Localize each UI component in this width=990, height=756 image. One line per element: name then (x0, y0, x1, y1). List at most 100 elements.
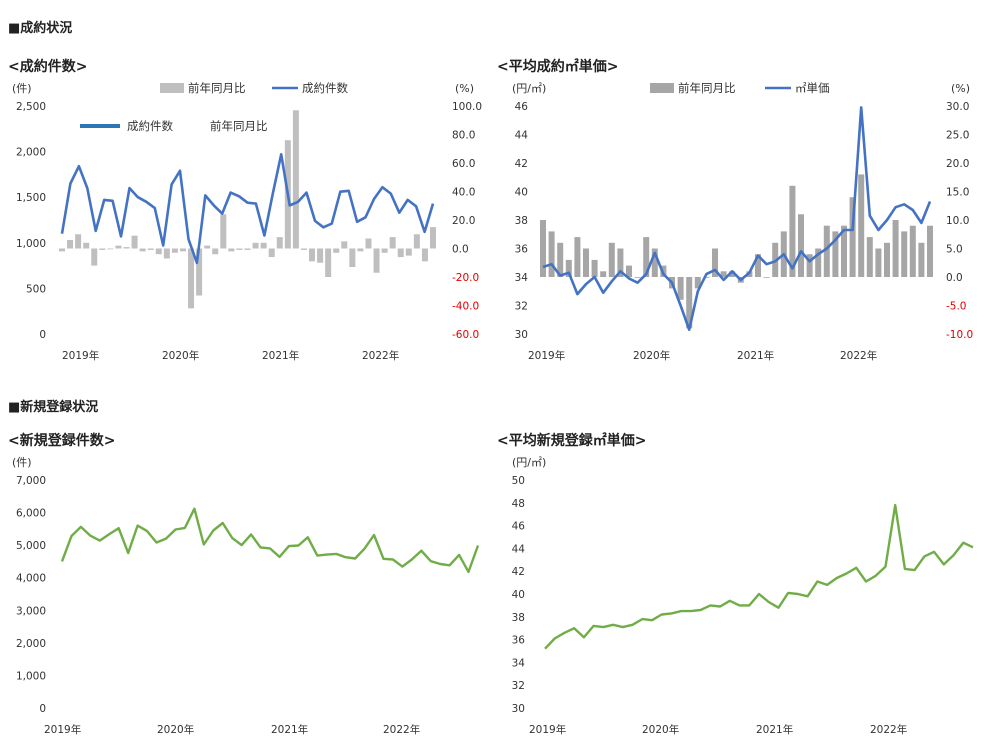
yoy-bar (349, 248, 356, 268)
yoy-bar (798, 214, 804, 277)
yoy-bar (59, 248, 65, 252)
y-tick-label-right: 0.0 (452, 244, 469, 256)
yoy-bar (626, 265, 632, 277)
yoy-bar (115, 245, 122, 249)
y-tick-label-right: 30.0 (946, 101, 969, 113)
y-tick-label-left: 0 (39, 703, 46, 715)
yoy-bar (220, 214, 227, 249)
yoy-bar (147, 248, 154, 250)
x-tick-label: 2021年 (262, 349, 299, 362)
y-tick-label-left: 4,000 (16, 573, 46, 585)
y-axis-unit-right: (%) (455, 82, 474, 95)
yoy-bar (430, 227, 436, 249)
yoy-bar (806, 254, 813, 277)
yoy-bar (155, 248, 162, 255)
yoy-bar (918, 242, 925, 277)
x-tick-label: 2019年 (529, 723, 566, 736)
y-tick-label-right: 60.0 (452, 158, 475, 170)
yoy-bar (729, 271, 736, 277)
yoy-bar (333, 248, 340, 253)
y-axis-unit-left: (円/㎡) (512, 456, 546, 469)
y-tick-label-left: 42 (512, 566, 525, 578)
yoy-bar (858, 174, 865, 277)
yoy-bar (107, 248, 114, 250)
y-tick-label-left: 38 (512, 612, 525, 624)
yoy-bar (276, 237, 283, 249)
x-tick-label: 2019年 (62, 349, 99, 362)
chart-title-contract-unit-price: <平均成約㎡単価> (497, 59, 619, 75)
y-tick-label-left: 3,000 (16, 605, 46, 617)
yoy-bar (381, 248, 388, 253)
yoy-bar (260, 242, 267, 249)
y-tick-label-left: 7,000 (16, 475, 46, 487)
yoy-bar (763, 277, 770, 278)
yoy-bar (131, 235, 138, 249)
y-tick-label-right: 20.0 (946, 158, 969, 170)
yoy-bar (677, 277, 684, 300)
yoy-bar (123, 247, 130, 249)
legend-swatch-bar (160, 83, 184, 93)
y-tick-label-left: 1,000 (16, 238, 46, 250)
y-tick-label-right: 0.0 (946, 272, 963, 284)
yoy-bar (643, 237, 650, 277)
y-tick-label-left: 40 (512, 589, 525, 601)
yoy-bar (179, 248, 186, 252)
yoy-bar (171, 248, 178, 253)
yoy-bar (823, 225, 830, 277)
x-tick-label: 2021年 (271, 723, 308, 736)
yoy-bar (712, 248, 718, 277)
legend-extra-label-bar: 前年同月比 (210, 119, 268, 133)
y-tick-label-left: 0 (39, 329, 46, 341)
y-tick-label-left: 1,500 (16, 192, 46, 204)
yoy-bar (357, 248, 364, 252)
yoy-bar (67, 239, 74, 249)
y-tick-label-left: 32 (512, 680, 525, 692)
y-tick-label-left: 40 (515, 187, 528, 199)
yoy-bar (909, 225, 916, 277)
y-tick-label-left: 34 (512, 657, 526, 669)
yoy-bar (540, 220, 546, 277)
y-tick-label-left: 2,500 (16, 101, 46, 113)
y-tick-label-right: 10.0 (946, 215, 969, 227)
yoy-bar (373, 248, 380, 273)
yoy-bar (694, 277, 701, 289)
y-tick-label-left: 44 (515, 130, 529, 142)
yoy-bar (927, 225, 933, 277)
yoy-bar (292, 110, 299, 249)
legend-label-bar: 前年同月比 (678, 81, 736, 95)
y-tick-label-left: 36 (515, 244, 529, 256)
x-tick-label: 2022年 (840, 349, 877, 362)
yoy-bar (832, 231, 839, 277)
legend-label-line: ㎡単価 (795, 81, 830, 95)
yoy-bar (91, 248, 98, 266)
y-tick-label-right: -40.0 (452, 301, 479, 313)
yoy-bar (300, 248, 307, 250)
y-tick-label-left: 46 (512, 521, 526, 533)
yoy-bar (849, 197, 856, 277)
y-tick-label-right: 100.0 (452, 101, 482, 113)
chart-title-registration-unit-price: <平均新規登録㎡単価> (497, 433, 647, 449)
yoy-bar (634, 277, 641, 278)
x-tick-label: 2022年 (383, 723, 420, 736)
yoy-bar (99, 248, 106, 250)
yoy-bar (755, 254, 761, 277)
yoy-bar (651, 248, 658, 277)
yoy-bar (163, 248, 170, 259)
yoy-bar (365, 238, 372, 249)
yoy-bar (139, 248, 146, 252)
x-tick-label: 2021年 (756, 723, 793, 736)
section-title-contract: ■成約状況 (8, 21, 73, 36)
yoy-bar (720, 271, 727, 277)
yoy-bar (815, 248, 822, 277)
y-axis-unit-left: (円/㎡) (512, 82, 546, 95)
yoy-bar (397, 248, 404, 258)
y-tick-label-left: 32 (515, 301, 528, 313)
y-tick-label-left: 2,000 (16, 638, 46, 650)
y-tick-label-left: 34 (515, 272, 529, 284)
yoy-bar (892, 220, 899, 277)
y-tick-label-right: -20.0 (452, 272, 479, 284)
yoy-bar (325, 248, 332, 277)
yoy-bar (421, 248, 428, 262)
legend-label-bar: 前年同月比 (188, 81, 246, 95)
legend-label-line: 成約件数 (302, 81, 348, 95)
